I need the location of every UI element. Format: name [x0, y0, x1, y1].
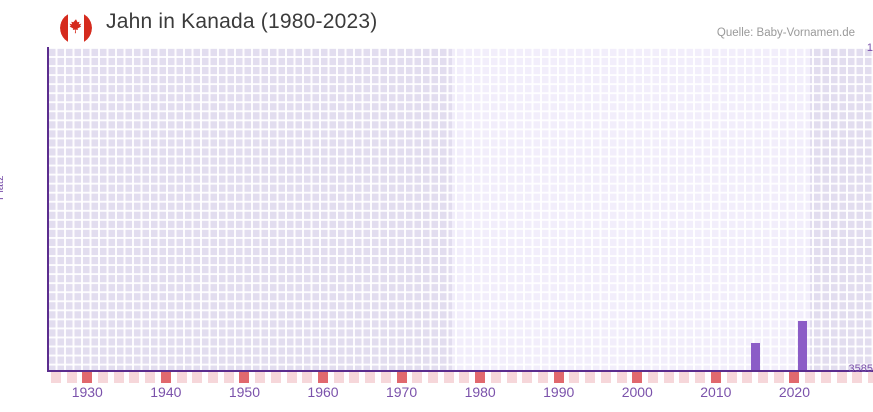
x-label-2020: 2020 — [778, 384, 810, 400]
x-tick-2016 — [758, 372, 768, 383]
x-tick-1980 — [475, 372, 486, 383]
x-label-1950: 1950 — [228, 384, 260, 400]
y-axis-line — [47, 47, 49, 372]
x-tick-1938 — [145, 372, 156, 383]
x-tick-1994 — [585, 372, 596, 383]
x-tick-1950 — [239, 372, 250, 383]
x-tick-1930 — [82, 372, 93, 383]
x-tick-1978 — [459, 372, 470, 383]
x-tick-2012 — [726, 372, 737, 383]
x-tick-1982 — [490, 372, 501, 383]
x-tick-1986 — [522, 372, 533, 383]
canada-flag-icon — [60, 12, 92, 44]
x-tick-1976 — [443, 372, 454, 383]
x-tick-1984 — [506, 372, 517, 383]
x-tick-1960 — [318, 372, 328, 383]
x-tick-2018 — [773, 372, 784, 383]
x-tick-2026 — [836, 372, 847, 383]
x-tick-1958 — [302, 372, 313, 383]
x-tick-2028 — [852, 372, 863, 383]
x-label-1980: 1980 — [464, 384, 496, 400]
x-label-1960: 1960 — [307, 384, 339, 400]
x-tick-1992 — [569, 372, 580, 383]
x-tick-1956 — [286, 372, 297, 383]
x-tick-1968 — [380, 372, 391, 383]
x-tick-1946 — [208, 372, 218, 383]
x-tick-1964 — [349, 372, 360, 383]
x-tick-1962 — [333, 372, 344, 383]
x-tick-1966 — [365, 372, 376, 383]
x-tick-2030 — [868, 372, 873, 383]
x-tick-1936 — [129, 372, 140, 383]
x-tick-1926 — [50, 372, 61, 383]
x-tick-1952 — [255, 372, 266, 383]
x-tick-2022 — [805, 372, 816, 383]
y-tick-bottom: 3585 — [848, 363, 873, 375]
x-tick-2006 — [679, 372, 690, 383]
x-tick-2010 — [710, 372, 721, 383]
x-tick-1998 — [616, 372, 627, 383]
x-tick-2020 — [789, 372, 800, 383]
chart-header: Jahn in Kanada (1980-2023) Quelle: Baby-… — [0, 0, 873, 44]
x-label-1930: 1930 — [71, 384, 103, 400]
x-tick-2024 — [820, 372, 831, 383]
x-tick-1940 — [160, 372, 171, 383]
x-label-2010: 2010 — [700, 384, 732, 400]
x-axis-line — [47, 370, 873, 372]
x-tick-2002 — [648, 372, 658, 383]
x-tick-1928 — [66, 372, 77, 383]
x-tick-1988 — [538, 372, 548, 383]
x-tick-2008 — [695, 372, 706, 383]
x-tick-1990 — [553, 372, 564, 383]
page-title: Jahn in Kanada (1980-2023) — [106, 10, 378, 33]
bar-2021 — [798, 320, 808, 370]
x-tick-1932 — [98, 372, 108, 383]
x-axis-labels: 1930 1940 1950 1960 1970 1980 1990 2000 2010 2020 — [0, 384, 873, 408]
x-tick-1934 — [113, 372, 124, 383]
bar-2015 — [751, 342, 761, 370]
source-label: Quelle: Baby-Vornamen.de — [716, 27, 855, 39]
x-label-1970: 1970 — [385, 384, 418, 400]
x-tick-2014 — [742, 372, 753, 383]
bar-series — [48, 48, 873, 370]
x-tick-marks — [48, 372, 873, 383]
x-tick-1974 — [428, 372, 438, 383]
x-tick-2000 — [632, 372, 643, 383]
y-tick-top: 1 — [866, 42, 873, 54]
x-tick-1944 — [192, 372, 203, 383]
x-tick-1996 — [600, 372, 611, 383]
x-label-2000: 2000 — [621, 384, 653, 400]
x-tick-1948 — [223, 372, 234, 383]
x-label-1990: 1990 — [543, 384, 575, 400]
x-label-1940: 1940 — [150, 384, 182, 400]
x-tick-1942 — [176, 372, 187, 383]
y-axis-title: Platz — [0, 175, 6, 200]
x-tick-2004 — [663, 372, 674, 383]
x-tick-1970 — [396, 372, 407, 383]
x-tick-1954 — [270, 372, 281, 383]
x-tick-1972 — [412, 372, 423, 383]
